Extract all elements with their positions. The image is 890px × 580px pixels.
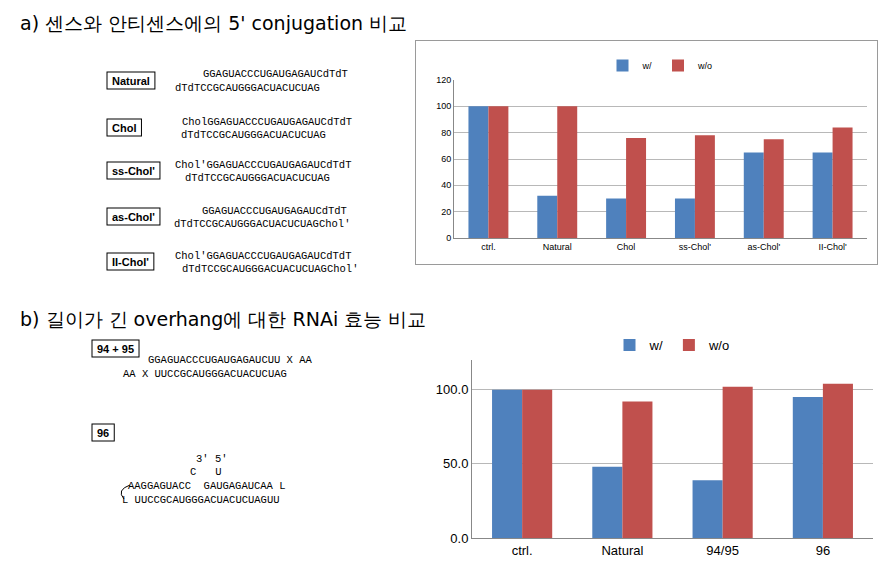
svg-text:ctrl.: ctrl. (512, 543, 533, 558)
svg-text:100.0: 100.0 (436, 382, 469, 397)
svg-text:w/o: w/o (697, 61, 712, 71)
svg-text:w/: w/ (642, 61, 652, 71)
svg-text:w/: w/ (649, 338, 663, 353)
svg-text:120: 120 (436, 75, 451, 85)
svg-text:GGAGUACCCUGAUGAGAUCUU X AA: GGAGUACCCUGAUGAGAUCUU X AA (148, 354, 313, 366)
svg-text:ss-Chol': ss-Chol' (112, 165, 155, 177)
svg-text:0.0: 0.0 (450, 531, 468, 546)
svg-text:Chol'GGAGUACCCUGAUGAGAUCdTdT: Chol'GGAGUACCCUGAUGAGAUCdTdT (175, 250, 351, 262)
svg-text:GGAGUACCCUGAUGAGAUCdTdT: GGAGUACCCUGAUGAGAUCdTdT (203, 68, 348, 80)
svg-text:AAGGAGUACC GAUGAGAUCAA L: AAGGAGUACC GAUGAGAUCAA L (128, 480, 286, 492)
svg-text:as-Chol': as-Chol' (112, 211, 155, 223)
svg-text:Chol: Chol (617, 242, 636, 252)
svg-text:94 + 95: 94 + 95 (97, 343, 134, 355)
svg-text:Natural: Natural (112, 75, 150, 87)
svg-text:dTdTCCGCAUGGGACUACUCUAGChol': dTdTCCGCAUGGGACUACUCUAGChol' (174, 218, 350, 230)
svg-text:L UUCCGCAUGGGACUACUCUAGUU: L UUCCGCAUGGGACUACUCUAGUU (122, 494, 280, 506)
svg-text:94/95: 94/95 (706, 543, 739, 558)
svg-text:Chol'GGAGUACCCUGAUGAGAUCdTdT: Chol'GGAGUACCCUGAUGAGAUCdTdT (175, 159, 351, 171)
svg-text:AA X UUCCGCAUGGGACUACUCUAG: AA X UUCCGCAUGGGACUACUCUAG (123, 368, 287, 380)
svg-text:as-Chol': as-Chol' (747, 242, 780, 252)
svg-text:Natural: Natural (543, 242, 572, 252)
svg-text:80: 80 (441, 128, 451, 138)
svg-text:96: 96 (816, 543, 830, 558)
svg-text:Chol: Chol (112, 122, 136, 134)
svg-text:Natural: Natural (601, 543, 643, 558)
svg-text:96: 96 (97, 427, 109, 439)
svg-text:60: 60 (441, 154, 451, 164)
svg-text:50.0: 50.0 (443, 456, 468, 471)
svg-text:a) 센스와 안티센스에의 5' conjugation 비: a) 센스와 안티센스에의 5' conjugation 비교 (20, 12, 407, 34)
svg-text:dTdTCCGCAUGGGACUACUCUAG: dTdTCCGCAUGGGACUACUCUAG (181, 129, 326, 141)
svg-text:w/o: w/o (708, 338, 729, 353)
svg-text:dTdTCCGCAUGGGACUACUCUAGChol': dTdTCCGCAUGGGACUACUCUAGChol' (182, 263, 358, 275)
svg-text:100: 100 (436, 101, 451, 111)
svg-text:II-Chol': II-Chol' (818, 242, 847, 252)
svg-text:C U: C U (190, 466, 222, 478)
svg-text:0: 0 (446, 233, 451, 243)
svg-text:20: 20 (441, 207, 451, 217)
svg-text:ctrl.: ctrl. (481, 242, 496, 252)
svg-text:CholGGAGUACCCUGAUGAGAUCdTdT: CholGGAGUACCCUGAUGAGAUCdTdT (182, 116, 352, 128)
svg-text:II-Chol': II-Chol' (112, 256, 149, 268)
svg-text:40: 40 (441, 180, 451, 190)
svg-text:b) 길이가 긴 overhang에 대한 RNAi 효능: b) 길이가 긴 overhang에 대한 RNAi 효능 비교 (20, 308, 426, 330)
svg-text:dTdTCCGCAUGGGACUACUCUAG: dTdTCCGCAUGGGACUACUCUAG (175, 82, 320, 94)
svg-text:ss-Chol': ss-Chol' (679, 242, 712, 252)
svg-text:3' 5': 3' 5' (196, 453, 228, 465)
svg-text:GGAGUACCCUGAUGAGAUCdTdT: GGAGUACCCUGAUGAGAUCdTdT (202, 205, 347, 217)
svg-text:dTdTCCGCAUGGGACUACUCUAG: dTdTCCGCAUGGGACUACUCUAG (185, 172, 330, 184)
